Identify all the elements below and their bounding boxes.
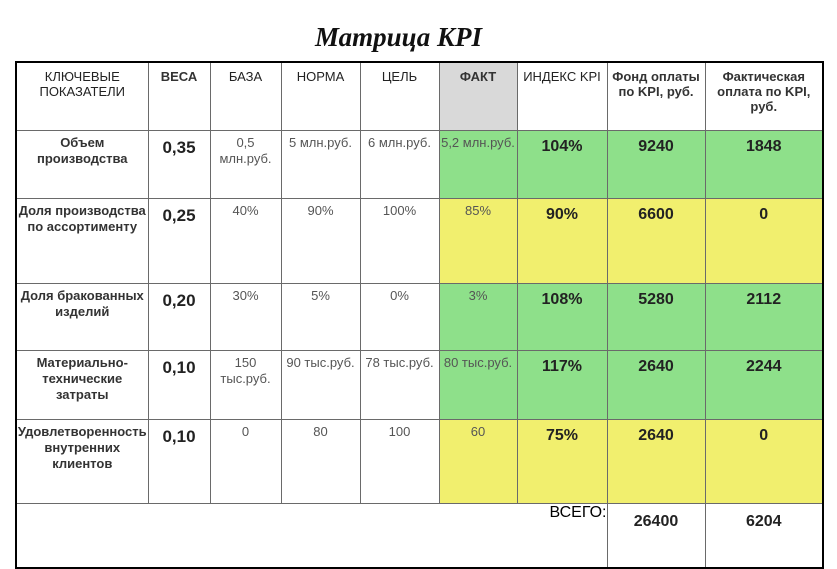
table-row: Объем производства 0,35 0,5 млн.руб. 5 м… [15,130,824,199]
norm-cell: 80 [280,419,361,504]
base-cell: 40% [209,198,282,284]
kpi-index-cell: 90% [516,198,608,284]
fund-cell: 2640 [606,419,706,504]
target-cell: 78 тыс.руб. [359,350,440,420]
fact-cell: 5,2 млн.руб. [438,130,518,199]
page-title-text: Матрица KPI [315,22,482,52]
fact-cell: 3% [438,283,518,351]
target-cell: 100 [359,419,440,504]
fund-cell: 9240 [606,130,706,199]
indicator-name: Объем производства [15,130,149,199]
header-target: ЦЕЛЬ [359,61,440,131]
header-key-indicators: КЛЮЧЕВЫЕ ПОКАЗАТЕЛИ [15,61,149,131]
kpi-index-cell: 108% [516,283,608,351]
header-kpi-fund: Фонд оплаты по KPI, руб. [606,61,706,131]
target-cell: 0% [359,283,440,351]
indicator-name: Доля бракованных изделий [15,283,149,351]
paid-cell: 0 [704,419,824,504]
fund-cell: 6600 [606,198,706,284]
paid-cell: 2112 [704,283,824,351]
header-weights: ВЕСА [147,61,211,131]
base-cell: 0 [209,419,282,504]
target-cell: 6 млн.руб. [359,130,440,199]
header-fact: ФАКТ [438,61,518,131]
weight-cell: 0,10 [147,419,211,504]
total-label-cell: ВСЕГО: [15,503,608,569]
table-row: Доля производства по ассортименту 0,25 4… [15,198,824,284]
fund-cell: 5280 [606,283,706,351]
kpi-matrix-table: КЛЮЧЕВЫЕ ПОКАЗАТЕЛИ ВЕСА БАЗА НОРМА ЦЕЛЬ… [15,61,824,569]
paid-cell: 0 [704,198,824,284]
total-row: ВСЕГО: 26400 6204 [15,503,824,569]
norm-cell: 90 тыс.руб. [280,350,361,420]
weight-cell: 0,35 [147,130,211,199]
table-row: Материально-технические затраты 0,10 150… [15,350,824,420]
header-kpi-index: ИНДЕКС KPI [516,61,608,131]
header-kpi-paid: Фактическая оплата по KPI, руб. [704,61,824,131]
page-title: Матрица KPI [0,22,837,53]
norm-cell: 90% [280,198,361,284]
norm-cell: 5 млн.руб. [280,130,361,199]
weight-cell: 0,25 [147,198,211,284]
weight-cell: 0,10 [147,350,211,420]
header-norm: НОРМА [280,61,361,131]
fact-cell: 60 [438,419,518,504]
fact-cell: 85% [438,198,518,284]
base-cell: 150 тыс.руб. [209,350,282,420]
base-cell: 30% [209,283,282,351]
norm-cell: 5% [280,283,361,351]
fact-cell: 80 тыс.руб. [438,350,518,420]
total-paid-cell: 6204 [704,503,824,569]
fund-cell: 2640 [606,350,706,420]
target-cell: 100% [359,198,440,284]
indicator-name: Материально-технические затраты [15,350,149,420]
base-cell: 0,5 млн.руб. [209,130,282,199]
weight-cell: 0,20 [147,283,211,351]
kpi-index-cell: 104% [516,130,608,199]
kpi-index-cell: 117% [516,350,608,420]
table-row: Доля бракованных изделий 0,20 30% 5% 0% … [15,283,824,351]
paid-cell: 1848 [704,130,824,199]
table-row: Удовлетворенность внутренних клиентов 0,… [15,419,824,504]
header-row: КЛЮЧЕВЫЕ ПОКАЗАТЕЛИ ВЕСА БАЗА НОРМА ЦЕЛЬ… [15,61,824,131]
indicator-name: Доля производства по ассортименту [15,198,149,284]
total-fund-cell: 26400 [606,503,706,569]
indicator-name: Удовлетворенность внутренних клиентов [15,419,149,504]
total-label: ВСЕГО: [549,504,607,521]
kpi-index-cell: 75% [516,419,608,504]
paid-cell: 2244 [704,350,824,420]
header-base: БАЗА [209,61,282,131]
